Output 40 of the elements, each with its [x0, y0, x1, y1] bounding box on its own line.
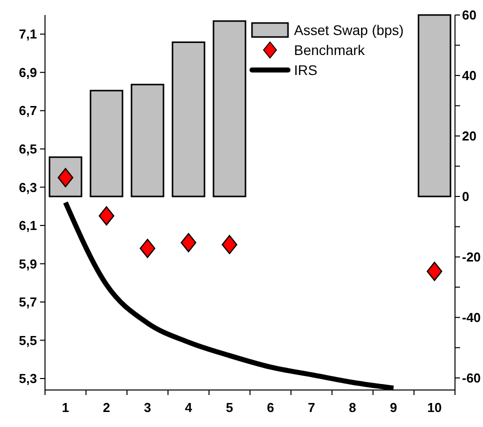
legend-label: Asset Swap (bps) [294, 22, 404, 38]
x-tick-label: 3 [144, 400, 152, 415]
x-tick-label: 4 [184, 400, 193, 415]
y-tick-label: 5,7 [18, 294, 37, 310]
y-tick-label: 6,9 [18, 64, 37, 80]
bar [212, 20, 246, 198]
y-tick-label: 6,7 [18, 103, 37, 118]
y-tick-label: 5,9 [18, 256, 37, 272]
point [140, 238, 156, 258]
y2-tick-label: -40 [462, 310, 481, 325]
x-tick-label: 2 [102, 400, 110, 415]
y2-tick-label: 20 [462, 128, 476, 144]
bar [90, 90, 124, 198]
y2-tick-label: 0 [462, 189, 470, 204]
y-tick-label: 5,5 [18, 332, 37, 348]
bar [130, 84, 164, 198]
y2-tick-label: 60 [462, 8, 476, 23]
x-tick-label: 6 [266, 400, 274, 415]
legend-label: Benchmark [294, 42, 366, 58]
point [98, 206, 114, 226]
point [426, 262, 442, 281]
y2-tick-label: 40 [462, 68, 476, 84]
x-tick-label: 9 [390, 400, 398, 415]
y-tick-label: 6,5 [18, 141, 37, 156]
x-tick-label: 5 [226, 400, 234, 415]
y-tick-label: 6,3 [18, 180, 37, 195]
x-tick-label: 10 [427, 400, 442, 415]
x-tick-label: 1 [62, 400, 70, 415]
bar [172, 41, 206, 198]
x-tick-label: 8 [348, 400, 356, 415]
y2-tick-label: -60 [462, 370, 481, 386]
x-tick-label: 7 [308, 400, 316, 415]
y-tick-label: 7,1 [18, 26, 37, 42]
point [222, 234, 238, 254]
legend-label: IRS [294, 62, 318, 78]
y-tick-label: 6,1 [18, 218, 37, 234]
y2-tick-label: -20 [462, 249, 481, 264]
point [180, 233, 196, 252]
bar [418, 14, 452, 198]
y-tick-label: 5,3 [18, 371, 37, 386]
